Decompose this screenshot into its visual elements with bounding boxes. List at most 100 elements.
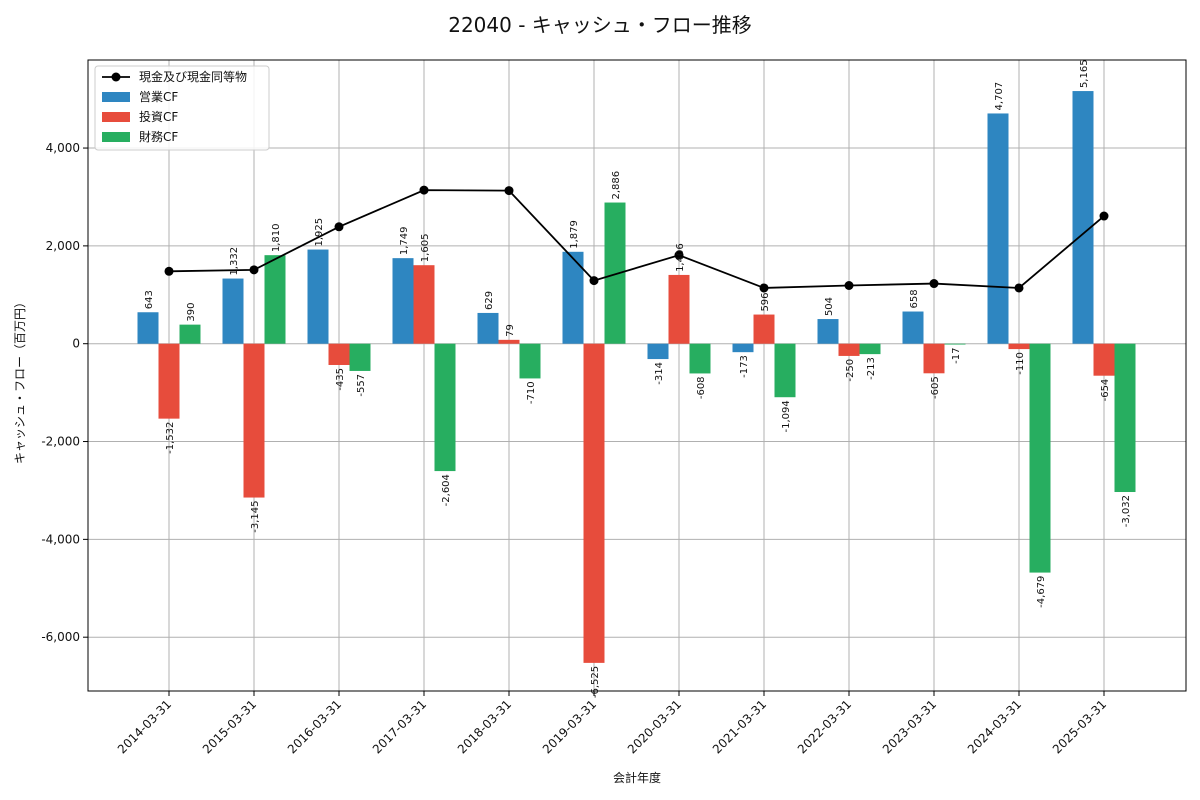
bar-financing-6 [689, 343, 711, 374]
legend-frame [94, 65, 270, 151]
cash-point-0 [164, 266, 174, 276]
data-labels: 643 1,332 1,925 1,749 629 1,879 -314 -173 504 658… [144, 59, 1132, 698]
legend-label-2: 投資CF [139, 109, 178, 124]
data-label-2-8: -213 [866, 357, 877, 380]
data-label-2-4: -710 [526, 381, 537, 404]
data-label-0-5: 1,879 [569, 220, 580, 249]
x-tick-label-9: 2023-03-31 [880, 697, 939, 756]
bar-financing-4 [519, 343, 541, 379]
cash-point-6 [674, 250, 684, 260]
data-label-2-2: -557 [356, 374, 367, 397]
data-label-1-0: -1,532 [165, 422, 176, 454]
bar-investing-3 [413, 265, 435, 344]
data-label-2-7: -1,094 [781, 400, 792, 432]
bar-financing-1 [264, 255, 286, 344]
data-label-2-6: -608 [696, 376, 707, 399]
bar-investing-9 [923, 343, 945, 374]
y-tick-label-3: 0 [72, 337, 80, 351]
bar-investing-7 [753, 314, 775, 344]
x-tick-label-3: 2017-03-31 [370, 697, 429, 756]
bar-operating-11 [1072, 91, 1094, 344]
bar-financing-10 [1029, 343, 1051, 573]
cash-point-1 [249, 265, 259, 275]
bar-financing-8 [859, 343, 881, 355]
data-label-2-0: 390 [186, 303, 197, 322]
data-label-2-3: -2,604 [441, 474, 452, 506]
legend-line-marker [111, 72, 121, 82]
bar-financing-9 [944, 343, 966, 345]
legend-swatch-2 [102, 112, 130, 122]
y-tick-label-5: 4,000 [46, 141, 80, 155]
data-label-0-0: 643 [144, 290, 155, 309]
bar-operating-1 [222, 278, 244, 344]
chart-title: 22040 - キャッシュ・フロー推移 [448, 13, 752, 37]
cash-point-8 [844, 280, 854, 290]
data-label-1-4: 79 [505, 324, 516, 337]
x-axis-label: 会計年度 [613, 770, 661, 785]
bar-financing-2 [349, 343, 371, 371]
y-axis-label: キャッシュ・フロー（百万円） [13, 296, 27, 464]
legend-label-0: 現金及び現金同等物 [139, 69, 247, 84]
data-label-0-10: 4,707 [994, 82, 1005, 111]
bar-operating-0 [137, 312, 159, 344]
x-tick-label-0: 2014-03-31 [115, 697, 174, 756]
y-tick-label-4: 2,000 [46, 239, 80, 253]
legend-swatch-3 [102, 132, 130, 142]
bar-operating-8 [817, 319, 839, 344]
data-label-0-9: 658 [909, 289, 920, 308]
x-tick-label-11: 2025-03-31 [1050, 697, 1109, 756]
data-label-0-2: 1,925 [314, 218, 325, 247]
bar-investing-0 [158, 343, 180, 419]
y-tick-label-0: -6,000 [41, 630, 80, 644]
data-label-2-10: -4,679 [1036, 576, 1047, 608]
data-label-0-7: -173 [739, 355, 750, 378]
legend-label-3: 財務CF [139, 129, 178, 144]
bar-operating-2 [307, 249, 329, 344]
x-tick-label-6: 2020-03-31 [625, 697, 684, 756]
data-label-2-1: 1,810 [271, 224, 282, 253]
cash-point-3 [419, 185, 429, 195]
x-tick-label-4: 2018-03-31 [455, 697, 514, 756]
bars [137, 91, 1136, 663]
cash-point-9 [929, 279, 939, 289]
bar-financing-11 [1114, 343, 1136, 493]
bar-investing-2 [328, 343, 350, 365]
bar-investing-4 [498, 339, 520, 344]
x-tick-label-8: 2022-03-31 [795, 697, 854, 756]
plot-frame [87, 59, 1187, 692]
x-axis: 2014-03-31 2015-03-31 2016-03-31 2017-03-31… [115, 691, 1109, 756]
x-tick-label-5: 2019-03-31 [540, 697, 599, 756]
bar-investing-5 [583, 343, 605, 663]
data-label-1-6: 1,406 [675, 243, 686, 272]
data-label-1-1: -3,145 [250, 501, 261, 533]
data-label-0-11: 5,165 [1079, 59, 1090, 88]
bar-operating-4 [477, 312, 499, 344]
bar-financing-7 [774, 343, 796, 398]
bar-financing-5 [604, 202, 626, 344]
data-label-0-3: 1,749 [399, 227, 410, 256]
data-label-0-4: 629 [484, 291, 495, 310]
bar-investing-11 [1093, 343, 1115, 376]
data-label-1-9: -605 [930, 376, 941, 399]
bar-operating-7 [732, 343, 754, 353]
x-tick-label-10: 2024-03-31 [965, 697, 1024, 756]
data-label-0-6: -314 [654, 362, 665, 385]
data-label-2-11: -3,032 [1121, 495, 1132, 527]
data-label-0-1: 1,332 [229, 247, 240, 276]
cash-point-4 [504, 186, 514, 196]
cash-point-7 [759, 283, 769, 293]
x-tick-label-2: 2016-03-31 [285, 697, 344, 756]
cash-line-path [168, 189, 1105, 289]
bar-operating-5 [562, 251, 584, 344]
legend-swatch-1 [102, 92, 130, 102]
bar-investing-6 [668, 274, 690, 344]
bar-operating-3 [392, 258, 414, 344]
data-label-1-5: -6,525 [590, 666, 601, 698]
data-label-0-8: 504 [824, 297, 835, 316]
bar-financing-3 [434, 343, 456, 472]
data-label-1-8: -250 [845, 359, 856, 382]
data-label-1-2: -435 [335, 368, 346, 391]
bar-operating-6 [647, 343, 669, 360]
